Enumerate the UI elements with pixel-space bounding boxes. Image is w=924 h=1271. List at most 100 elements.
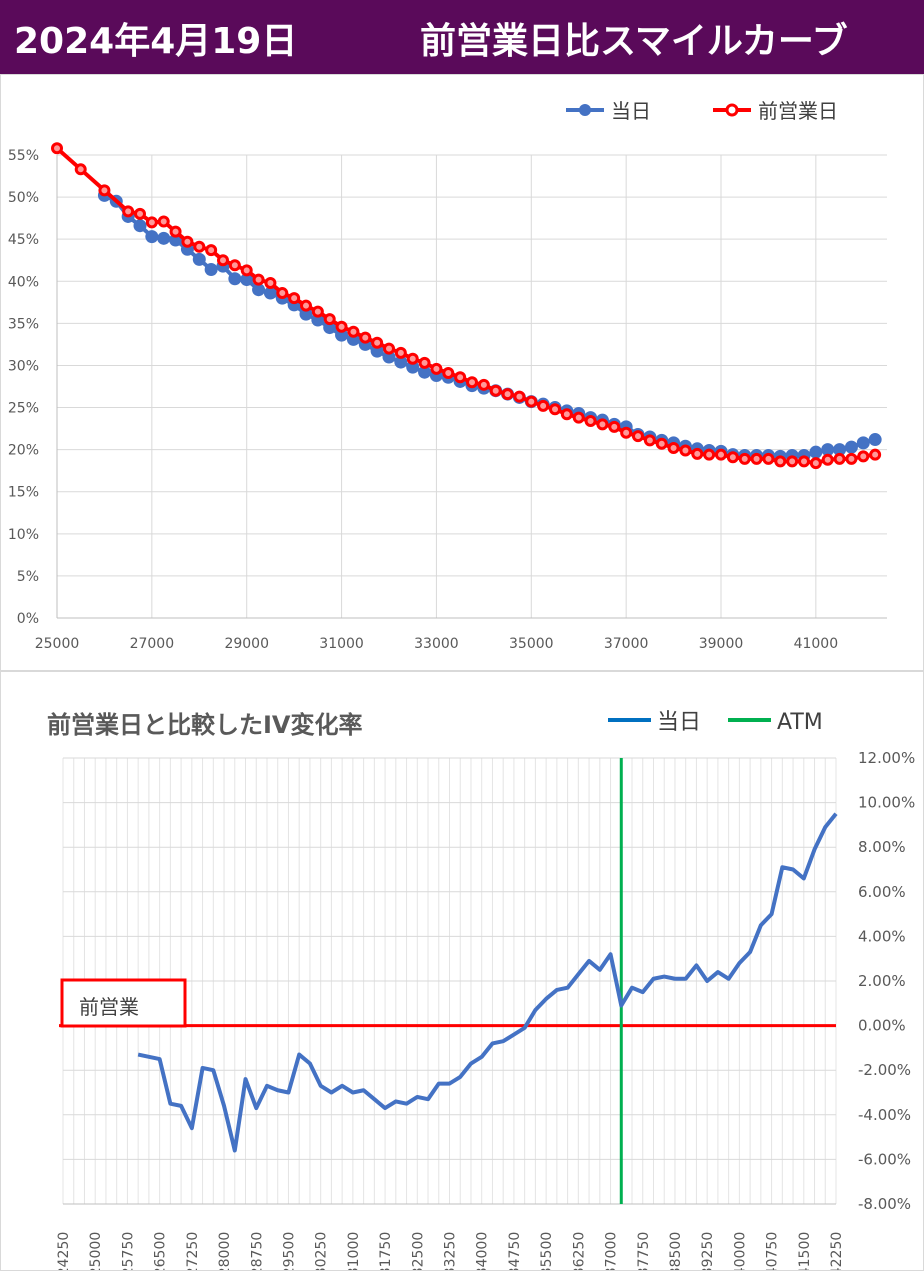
legend-today-marker: [579, 104, 591, 116]
x-tick-label: 40000: [732, 1232, 748, 1270]
report-title: 前営業日比スマイルカーブ: [420, 21, 848, 62]
x-tick-label: 40750: [765, 1232, 781, 1270]
x-tick-label: 24250: [56, 1232, 72, 1270]
x-tick-label: 33000: [414, 636, 459, 652]
y-tick-label: 4.00%: [858, 927, 906, 945]
point-prev: [726, 451, 739, 464]
point-prev: [833, 452, 846, 465]
point-prev: [655, 437, 668, 450]
point-prev: [869, 448, 882, 461]
point-today: [335, 328, 349, 342]
x-tick-label: 39000: [699, 636, 744, 652]
point-prev: [489, 384, 502, 397]
point-today: [394, 355, 408, 369]
x-tick-label: 31000: [319, 636, 364, 652]
point-today: [252, 283, 266, 297]
point-prev: [430, 362, 443, 375]
x-tick-label: 35500: [539, 1232, 555, 1270]
point-today: [418, 365, 432, 379]
point-prev: [394, 346, 407, 359]
point-prev: [288, 292, 301, 305]
legend-today-label: 当日: [611, 99, 651, 123]
point-prev: [774, 455, 787, 468]
point-prev: [596, 418, 609, 431]
point-today: [133, 219, 147, 233]
y-tick-label: 50%: [8, 190, 39, 206]
x-tick-label: 32500: [410, 1232, 426, 1270]
y-tick-label: 0.00%: [858, 1017, 906, 1035]
series-line-change: [137, 812, 838, 1153]
y-tick-label: -8.00%: [858, 1195, 911, 1213]
y-tick-label: 20%: [8, 443, 39, 459]
x-tick-label: 30250: [314, 1232, 330, 1270]
report-date: 2024年4月19日: [14, 21, 298, 62]
x-tick-label: 33250: [443, 1232, 459, 1270]
point-prev: [786, 455, 799, 468]
x-tick-label: 36250: [571, 1232, 587, 1270]
point-prev: [193, 240, 206, 253]
point-prev: [383, 342, 395, 355]
point-today: [157, 231, 171, 245]
y-tick-label: 45%: [8, 232, 39, 248]
y-tick-label: 30%: [8, 358, 39, 374]
point-today: [821, 443, 835, 457]
point-prev: [560, 408, 573, 421]
point-today: [299, 307, 313, 321]
point-prev: [134, 207, 146, 220]
point-prev: [74, 163, 87, 176]
point-prev: [691, 447, 704, 460]
point-prev: [667, 441, 680, 454]
point-prev: [169, 225, 182, 238]
point-prev: [466, 376, 478, 389]
point-today: [192, 252, 206, 266]
point-prev: [240, 264, 253, 277]
point-today: [240, 273, 254, 287]
y-tick-label: 2.00%: [858, 972, 906, 990]
smile-curve-panel: 0% 5% 10% 15% 20% 25% 30% 35% 40% 45% 50% 55% 25000…: [0, 74, 924, 671]
x-tick-label: 28000: [217, 1232, 233, 1270]
y-tick-label: -2.00%: [858, 1061, 911, 1079]
point-today: [382, 350, 396, 364]
iv-change-panel: 前営業日と比較したIV変化率 -8.00% -6.00% -4.00% -2.00% 0…: [0, 671, 924, 1271]
point-prev: [809, 457, 822, 470]
point-prev: [549, 403, 561, 416]
series-line-today: [103, 193, 876, 459]
x-tick-label: 25000: [35, 636, 80, 652]
point-prev: [323, 313, 336, 326]
point-prev: [679, 444, 692, 457]
x-tick-label: 26500: [153, 1232, 169, 1270]
y-tick-label: 12.00%: [858, 749, 915, 767]
x-tick-label: 42250: [829, 1232, 845, 1270]
x-tick-label: 29000: [224, 636, 269, 652]
point-today: [868, 433, 882, 447]
point-prev: [608, 420, 621, 433]
point-today: [406, 360, 420, 374]
point-prev: [264, 276, 277, 289]
y-tick-label: 8.00%: [858, 838, 906, 856]
y-tick-label: 25%: [8, 401, 39, 417]
zero-line-label-box: [60, 978, 187, 1028]
point-prev: [501, 388, 514, 401]
point-prev: [477, 378, 490, 391]
x-tick-label: 31750: [378, 1232, 394, 1270]
legend-today-label: 当日: [657, 710, 701, 735]
y-tick-label: 35%: [8, 316, 39, 332]
point-prev: [738, 452, 751, 465]
point-prev: [442, 367, 455, 380]
legend-prev-label: 前営業日: [758, 99, 838, 123]
legend-prev-marker: [725, 103, 739, 117]
point-prev: [513, 390, 526, 403]
x-tick-label: 41000: [794, 636, 839, 652]
point-today: [833, 443, 847, 457]
y-tick-label: 6.00%: [858, 883, 906, 901]
y-tick-label: 10.00%: [858, 794, 915, 812]
x-tick-label: 38500: [668, 1232, 684, 1270]
y-tick-label: 10%: [8, 527, 39, 543]
x-tick-label: 27250: [185, 1232, 201, 1270]
point-today: [228, 272, 242, 286]
point-prev: [454, 371, 467, 384]
y-tick-label: -6.00%: [858, 1150, 911, 1168]
x-tick-label: 41500: [797, 1232, 813, 1270]
point-prev: [845, 452, 858, 465]
point-today: [844, 440, 858, 454]
